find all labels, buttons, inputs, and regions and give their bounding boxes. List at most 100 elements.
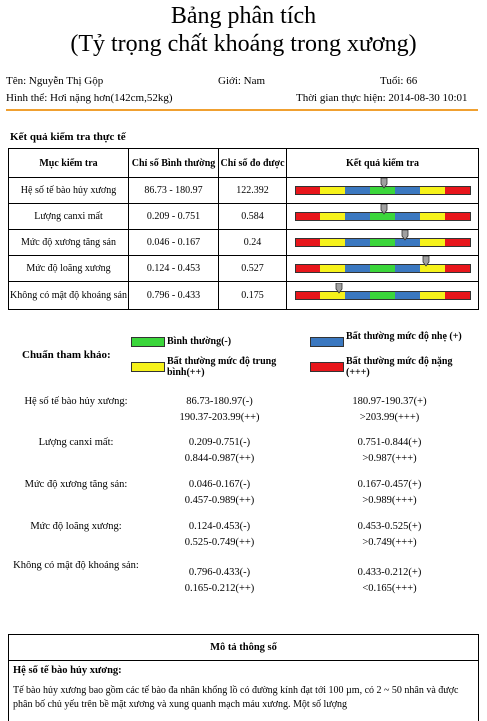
reference-range-a2: 0.844-0.987(++) bbox=[184, 453, 255, 464]
table-row: Lượng canxi mất 0.209 - 0.751 0.584 bbox=[8, 203, 479, 230]
reference-range-b1: 0.433-0.212(+) bbox=[357, 567, 422, 578]
description-box: Mô tả thông số Hệ số tế bào hủy xương: T… bbox=[8, 634, 479, 721]
gauge-segment bbox=[444, 292, 470, 299]
gauge-segment bbox=[419, 265, 445, 272]
col-header-result: Kết quả kiểm tra bbox=[286, 148, 479, 178]
row-measured-value: 0.527 bbox=[218, 255, 287, 282]
gauge-segment bbox=[320, 213, 346, 220]
table-row: Không có mật độ khoáng sản 0.796 - 0.433 0… bbox=[8, 281, 479, 310]
reference-range-a2: 190.37-203.99(++) bbox=[179, 412, 260, 423]
reference-label: Lượng canxi mất: bbox=[38, 437, 114, 448]
row-item: Hệ số tế bào hủy xương bbox=[8, 177, 129, 204]
gauge-segment bbox=[394, 239, 420, 246]
report-title: Bảng phân tích bbox=[170, 3, 317, 29]
description-header: Mô tả thông số bbox=[9, 635, 478, 661]
legend-normal-swatch bbox=[131, 337, 165, 347]
gauge-segment bbox=[295, 292, 321, 299]
row-result-bar-cell bbox=[286, 255, 479, 282]
reference-range-a2: 0.457-0.989(++) bbox=[184, 495, 255, 506]
gauge-segment bbox=[345, 213, 371, 220]
table-row: Hệ số tế bào hủy xương 86.73 - 180.97 122.… bbox=[8, 177, 479, 204]
gauge-segment bbox=[345, 265, 371, 272]
results-section-title: Kết quả kiểm tra thực tế bbox=[10, 131, 126, 143]
gauge-segment bbox=[444, 213, 470, 220]
col-header-measured: Chỉ số đo được bbox=[218, 148, 287, 178]
results-header-row: Mục kiểm tra Chỉ số Bình thường Chỉ số đ… bbox=[8, 148, 479, 178]
result-gauge-bar bbox=[294, 178, 471, 195]
patient-name: Tên: Nguyễn Thị Gộp bbox=[6, 75, 104, 87]
gauge-segment bbox=[419, 239, 445, 246]
reference-range-a1: 86.73-180.97(-) bbox=[186, 396, 253, 407]
header-divider bbox=[6, 109, 478, 111]
gauge-segment bbox=[419, 213, 445, 220]
gauge-segment bbox=[345, 239, 371, 246]
reference-range-b1: 0.167-0.457(+) bbox=[357, 479, 422, 490]
gauge-segment bbox=[419, 292, 445, 299]
gauge-segment bbox=[320, 292, 346, 299]
gauge-segment bbox=[370, 265, 395, 272]
gauge-segment bbox=[345, 187, 371, 194]
patient-gender: Giới: Nam bbox=[218, 75, 266, 87]
description-subheader: Hệ số tế bào hủy xương: bbox=[13, 665, 122, 676]
row-result-bar-cell bbox=[286, 229, 479, 256]
row-measured-value: 0.584 bbox=[218, 203, 287, 230]
gauge-segment bbox=[394, 187, 420, 194]
row-result-bar-cell bbox=[286, 203, 479, 230]
reference-range-a2: 0.165-0.212(++) bbox=[184, 583, 255, 594]
gauge-marker-icon bbox=[380, 204, 388, 215]
reference-label: Không có mật độ khoáng sản: bbox=[13, 560, 139, 571]
result-gauge-bar bbox=[294, 256, 471, 273]
gauge-segment bbox=[320, 239, 346, 246]
reference-range-b2: <0.165(+++) bbox=[362, 583, 417, 594]
row-normal-range: 86.73 - 180.97 bbox=[128, 177, 219, 204]
gauge-marker-icon bbox=[335, 283, 343, 294]
reference-range-a1: 0.796-0.433(-) bbox=[188, 567, 251, 578]
reference-range-a2: 0.525-0.749(++) bbox=[184, 537, 255, 548]
legend-severe-label: Bất thường mức độ nặng (+++) bbox=[346, 356, 453, 378]
row-normal-range: 0.124 - 0.453 bbox=[128, 255, 219, 282]
reference-range-b1: 180.97-190.37(+) bbox=[352, 396, 427, 407]
results-table: Mục kiểm tra Chỉ số Bình thường Chỉ số đ… bbox=[8, 148, 479, 310]
reference-range-b2: >203.99(+++) bbox=[359, 412, 420, 423]
row-normal-range: 0.046 - 0.167 bbox=[128, 229, 219, 256]
col-header-normal: Chỉ số Bình thường bbox=[128, 148, 219, 178]
test-time: Thời gian thực hiện: 2014-08-30 10:01 bbox=[296, 92, 468, 104]
table-row: Mức độ xương tăng sản 0.046 - 0.167 0.24 bbox=[8, 229, 479, 256]
reference-range-a1: 0.209-0.751(-) bbox=[188, 437, 251, 448]
gauge-segment bbox=[444, 239, 470, 246]
gauge-segment bbox=[419, 187, 445, 194]
legend-title: Chuẩn tham khảo: bbox=[22, 349, 111, 361]
gauge-segment bbox=[370, 239, 395, 246]
row-measured-value: 0.24 bbox=[218, 229, 287, 256]
legend-mild-swatch bbox=[310, 337, 344, 347]
row-normal-range: 0.796 - 0.433 bbox=[128, 281, 219, 310]
row-measured-value: 0.175 bbox=[218, 281, 287, 310]
gauge-segment bbox=[394, 265, 420, 272]
legend-moderate-swatch bbox=[131, 362, 165, 372]
row-result-bar-cell bbox=[286, 281, 479, 310]
gauge-segment bbox=[394, 292, 420, 299]
reference-range-b2: >0.749(+++) bbox=[362, 537, 417, 548]
result-gauge-bar bbox=[294, 230, 471, 247]
row-normal-range: 0.209 - 0.751 bbox=[128, 203, 219, 230]
gauge-marker-icon bbox=[401, 230, 409, 241]
row-result-bar-cell bbox=[286, 177, 479, 204]
reference-range-b2: >0.987(+++) bbox=[362, 453, 417, 464]
legend-mild-label: Bất thường mức độ nhẹ (+) bbox=[346, 331, 462, 342]
reference-range-b1: 0.751-0.844(+) bbox=[357, 437, 422, 448]
gauge-marker-icon bbox=[422, 256, 430, 267]
gauge-segment bbox=[345, 292, 371, 299]
row-item: Không có mật độ khoáng sản bbox=[8, 281, 129, 310]
gauge-segment bbox=[370, 292, 395, 299]
report-subtitle: (Tỷ trọng chất khoáng trong xương) bbox=[70, 31, 417, 57]
gauge-marker-icon bbox=[380, 178, 388, 189]
reference-label: Hệ số tế bào hủy xương: bbox=[24, 396, 128, 407]
reference-label: Mức độ loãng xương: bbox=[30, 521, 122, 532]
legend-moderate-label: Bất thường mức độ trung bình(++) bbox=[167, 356, 277, 378]
col-header-item: Mục kiểm tra bbox=[8, 148, 129, 178]
reference-range-b2: >0.989(+++) bbox=[362, 495, 417, 506]
gauge-segment bbox=[370, 213, 395, 220]
description-text: Tế bào hủy xương bao gồm các tế bào đa n… bbox=[13, 685, 459, 710]
row-measured-value: 122.392 bbox=[218, 177, 287, 204]
row-item: Mức độ loãng xương bbox=[8, 255, 129, 282]
